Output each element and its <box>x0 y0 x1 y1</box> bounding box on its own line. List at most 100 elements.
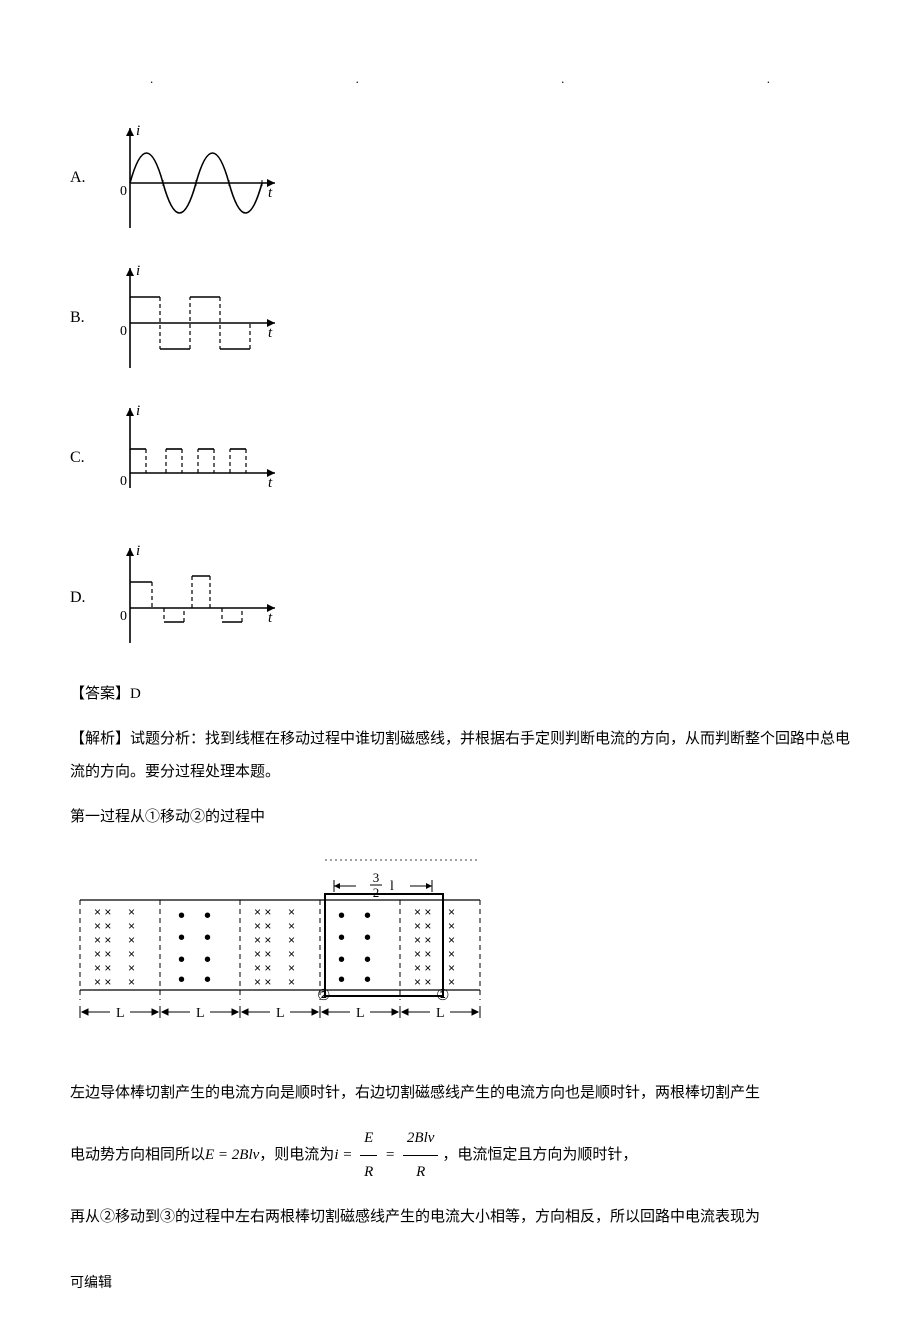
svg-text:i: i <box>136 123 140 139</box>
svg-text:•: • <box>204 969 211 991</box>
svg-text:•: • <box>338 927 345 949</box>
svg-text:× ×: × × <box>414 975 431 989</box>
emf-formula: E = 2Blv <box>205 1139 259 1172</box>
svg-text:t: t <box>268 610 273 626</box>
svg-text:①: ① <box>436 987 449 1004</box>
svg-text:×: × <box>288 905 295 919</box>
dot: . <box>356 70 359 88</box>
svg-text:L: L <box>356 1006 365 1021</box>
process1-text: 第一过程从①移动②的过程中 <box>70 801 850 834</box>
option-a-label: A. <box>70 167 110 189</box>
svg-text:•: • <box>204 949 211 971</box>
svg-text:× ×: × × <box>414 933 431 947</box>
svg-text:× ×: × × <box>94 919 111 933</box>
svg-text:L: L <box>116 1006 125 1021</box>
dot: . <box>561 70 564 88</box>
answer-label: 【答案】D <box>70 678 850 711</box>
svg-text:× ×: × × <box>414 905 431 919</box>
svg-text:L: L <box>196 1006 205 1021</box>
svg-text:× ×: × × <box>254 933 271 947</box>
current-formula: i = ER = 2BlvR <box>334 1122 442 1189</box>
svg-text:•: • <box>338 905 345 927</box>
svg-text:× ×: × × <box>94 975 111 989</box>
svg-text:×: × <box>128 905 135 919</box>
svg-text:0: 0 <box>120 184 127 199</box>
svg-text:•: • <box>178 927 185 949</box>
analysis-text: 【解析】试题分析：找到线框在移动过程中谁切割磁感线，并根据右手定则判断电流的方向… <box>70 723 850 789</box>
svg-text:× ×: × × <box>94 947 111 961</box>
svg-text:×: × <box>288 961 295 975</box>
svg-text:t: t <box>268 325 273 341</box>
svg-text:× ×: × × <box>254 947 271 961</box>
svg-text:•: • <box>204 927 211 949</box>
svg-text:×: × <box>128 933 135 947</box>
svg-text:i: i <box>136 403 140 419</box>
svg-text:t: t <box>268 185 273 201</box>
svg-text:× ×: × × <box>94 905 111 919</box>
field-diagram: 3 2 l × ×× ×× × <box>70 852 850 1059</box>
svg-text:0: 0 <box>120 474 127 489</box>
svg-text:•: • <box>364 905 371 927</box>
svg-text:3: 3 <box>373 870 380 885</box>
svg-text:×: × <box>448 961 455 975</box>
svg-text:×: × <box>288 947 295 961</box>
option-a-graph: 0 i t <box>110 118 280 238</box>
explain1-a: 电动势方向相同所以 <box>70 1139 205 1172</box>
svg-text:× ×: × × <box>254 905 271 919</box>
svg-text:×: × <box>448 947 455 961</box>
svg-text:•: • <box>338 969 345 991</box>
svg-text:×: × <box>288 919 295 933</box>
svg-text:× ×: × × <box>254 961 271 975</box>
svg-text:× ×: × × <box>414 919 431 933</box>
svg-text:×: × <box>288 975 295 989</box>
svg-text:×: × <box>448 933 455 947</box>
svg-text:×: × <box>448 919 455 933</box>
svg-text:•: • <box>364 927 371 949</box>
svg-text:L: L <box>276 1006 285 1021</box>
svg-text:②: ② <box>317 987 330 1004</box>
option-a: A. 0 i t <box>70 118 850 238</box>
svg-text:× ×: × × <box>94 933 111 947</box>
svg-text:•: • <box>364 969 371 991</box>
svg-text:i: i <box>136 543 140 559</box>
option-d-label: D. <box>70 587 110 609</box>
option-d-graph: 0 i t <box>110 538 280 658</box>
dot: . <box>150 70 153 88</box>
explain1-line1: 左边导体棒切割产生的电流方向是顺时针，右边切割磁感线产生的电流方向也是顺时针，两… <box>70 1077 850 1110</box>
svg-text:0: 0 <box>120 324 127 339</box>
svg-text:•: • <box>178 905 185 927</box>
svg-text:•: • <box>178 949 185 971</box>
svg-text:×: × <box>448 905 455 919</box>
svg-text:×: × <box>128 947 135 961</box>
explain1-line2: 电动势方向相同所以 E = 2Blv ，则电流为 i = ER = 2BlvR … <box>70 1122 850 1189</box>
option-c: C. 0 i t <box>70 398 850 518</box>
explain1-b: ，则电流为 <box>259 1139 334 1172</box>
svg-text:× ×: × × <box>414 961 431 975</box>
footer-text: 可编辑 <box>70 1274 850 1294</box>
svg-text:•: • <box>204 905 211 927</box>
option-d: D. 0 i t <box>70 538 850 658</box>
svg-text:×: × <box>128 919 135 933</box>
svg-text:•: • <box>364 949 371 971</box>
svg-text:× ×: × × <box>94 961 111 975</box>
svg-text:i: i <box>136 263 140 279</box>
svg-text:×: × <box>128 961 135 975</box>
explain2: 再从②移动到③的过程中左右两根棒切割磁感线产生的电流大小相等，方向相反，所以回路… <box>70 1201 850 1234</box>
svg-text:•: • <box>178 969 185 991</box>
svg-text:× ×: × × <box>254 919 271 933</box>
svg-text:l: l <box>390 879 394 894</box>
option-b-label: B. <box>70 307 110 329</box>
svg-text:× ×: × × <box>254 975 271 989</box>
explain1-c: ，电流恒定且方向为顺时针， <box>442 1139 637 1172</box>
svg-text:× ×: × × <box>414 947 431 961</box>
option-b-graph: 0 i t <box>110 258 280 378</box>
option-c-graph: 0 i t <box>110 398 280 518</box>
option-b: B. 0 i t <box>70 258 850 378</box>
svg-text:L: L <box>436 1006 445 1021</box>
svg-text:×: × <box>128 975 135 989</box>
option-c-label: C. <box>70 447 110 469</box>
svg-text:0: 0 <box>120 609 127 624</box>
svg-text:2: 2 <box>373 885 380 900</box>
svg-text:•: • <box>338 949 345 971</box>
svg-text:×: × <box>288 933 295 947</box>
